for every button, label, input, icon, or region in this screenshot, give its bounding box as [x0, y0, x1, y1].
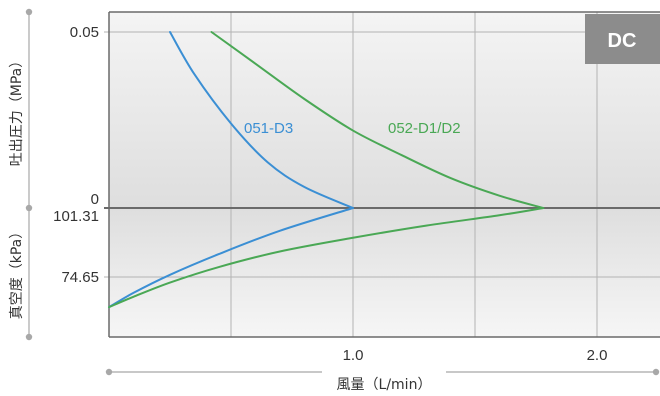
left-axis-middle-dot [25, 204, 33, 212]
series-line-052-d1-d2-vacuum [108, 207, 545, 309]
y-tick-label: 101.31 [53, 208, 99, 225]
dc-badge: DC [585, 14, 660, 64]
grid-lines [104, 12, 660, 337]
dc-badge-background [585, 14, 660, 64]
left-axis [25, 8, 33, 341]
series-line-052-d1-d2-pressure [210, 31, 545, 209]
series-line-051-d3-vacuum [108, 207, 354, 309]
x-tick-label: 2.0 [587, 347, 608, 364]
x-axis-title-background [322, 362, 446, 384]
plot-background-bottom [109, 208, 660, 337]
y-axis-title-vacuum: 真空度（kPa） [9, 225, 25, 320]
bottom-axis-left-dot [105, 368, 113, 376]
series-label-052-d1-d2: 052-D1/D2 [388, 120, 461, 137]
bottom-axis-right-dot [652, 368, 660, 376]
series-lines [108, 31, 545, 309]
series-label-051-d3: 051-D3 [244, 120, 293, 137]
plot-background-top [109, 12, 660, 208]
x-axis-title: 風量（L/min） [337, 377, 432, 393]
x-tick-label: 1.0 [343, 347, 364, 364]
y-tick-label: 74.65 [61, 269, 99, 286]
dc-badge-text: DC [608, 30, 637, 52]
series-line-051-d3-pressure [169, 31, 354, 209]
y-tick-label: 0 [91, 191, 99, 208]
y-axis-title-pressure: 吐出圧力（MPa） [9, 54, 25, 166]
left-axis-top-dot [25, 8, 33, 16]
left-axis-bottom-dot [25, 333, 33, 341]
plot-frame [104, 11, 660, 338]
y-tick-label: 0.05 [70, 24, 99, 41]
